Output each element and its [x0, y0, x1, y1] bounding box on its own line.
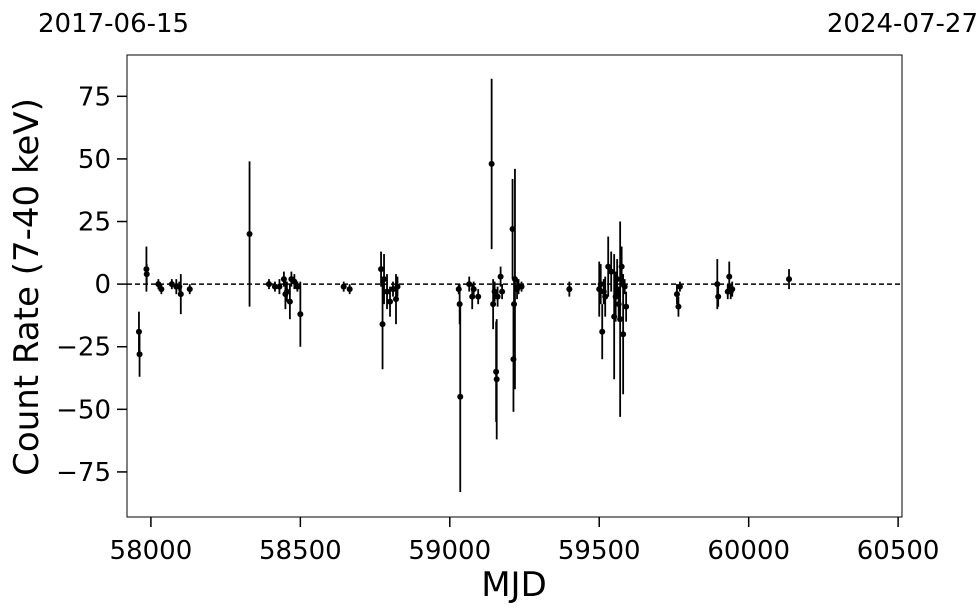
y-tick-label: 75 — [78, 82, 111, 112]
data-point — [608, 268, 615, 275]
data-point — [618, 263, 625, 270]
data-point — [136, 351, 143, 358]
data-point — [346, 286, 353, 293]
data-point — [518, 283, 525, 290]
data-point — [155, 281, 162, 288]
x-tick-label: 58500 — [259, 536, 342, 566]
data-point — [620, 331, 627, 338]
x-tick-label: 60500 — [857, 536, 940, 566]
data-point — [494, 293, 501, 300]
x-axis-label: MJD — [481, 565, 547, 605]
data-point — [168, 281, 175, 288]
data-point — [566, 286, 573, 293]
data-point — [605, 263, 612, 270]
x-tick-label: 58000 — [110, 536, 193, 566]
data-point — [673, 291, 680, 298]
data-point — [623, 303, 630, 310]
data-point — [379, 321, 386, 328]
data-point — [475, 293, 482, 300]
data-point — [246, 231, 253, 238]
data-point — [675, 303, 682, 310]
data-point — [470, 286, 477, 293]
data-point — [714, 281, 721, 288]
data-point — [490, 301, 497, 308]
x-tick-label: 59000 — [408, 536, 491, 566]
data-point — [177, 291, 184, 298]
data-point — [143, 271, 150, 278]
data-point — [786, 276, 793, 283]
data-point — [493, 376, 500, 383]
data-point — [186, 286, 193, 293]
data-point — [499, 288, 506, 295]
data-point — [497, 273, 504, 280]
data-point — [291, 278, 298, 285]
data-point — [599, 328, 606, 335]
data-point — [390, 286, 397, 293]
top-date-label: 2024-07-27 — [827, 9, 978, 39]
data-point — [276, 283, 283, 290]
data-point — [597, 281, 604, 288]
data-point — [392, 296, 399, 303]
data-point — [488, 160, 495, 167]
x-tick-label: 59500 — [558, 536, 641, 566]
y-tick-label: 0 — [94, 270, 111, 300]
data-point — [621, 283, 628, 290]
data-point — [466, 281, 473, 288]
data-point — [729, 286, 736, 293]
data-point — [381, 276, 388, 283]
data-point — [286, 298, 293, 305]
top-date-label: 2017-06-15 — [38, 9, 189, 39]
data-point — [265, 281, 272, 288]
data-point — [158, 286, 165, 293]
data-point — [378, 266, 385, 273]
data-point — [384, 288, 391, 295]
x-tick-label: 60000 — [707, 536, 790, 566]
data-point — [294, 283, 301, 290]
data-point — [726, 273, 733, 280]
data-point — [715, 293, 722, 300]
data-point — [676, 283, 683, 290]
y-tick-label: 50 — [78, 145, 111, 175]
data-point — [457, 393, 464, 400]
data-point — [491, 288, 498, 295]
data-point — [387, 298, 394, 305]
data-point — [340, 283, 347, 290]
plot-frame — [126, 54, 903, 518]
data-point — [283, 288, 290, 295]
data-point — [614, 276, 621, 283]
data-point — [617, 316, 624, 323]
data-point — [394, 283, 401, 290]
y-axis-label: Count Rate (7-40 keV) — [7, 98, 47, 476]
y-tick-label: 25 — [78, 208, 111, 238]
y-tick-label: −50 — [56, 395, 111, 425]
data-point — [271, 283, 278, 290]
data-point — [602, 293, 609, 300]
data-point — [297, 311, 304, 318]
y-tick-label: −25 — [56, 333, 111, 363]
y-tick-label: −75 — [56, 458, 111, 488]
